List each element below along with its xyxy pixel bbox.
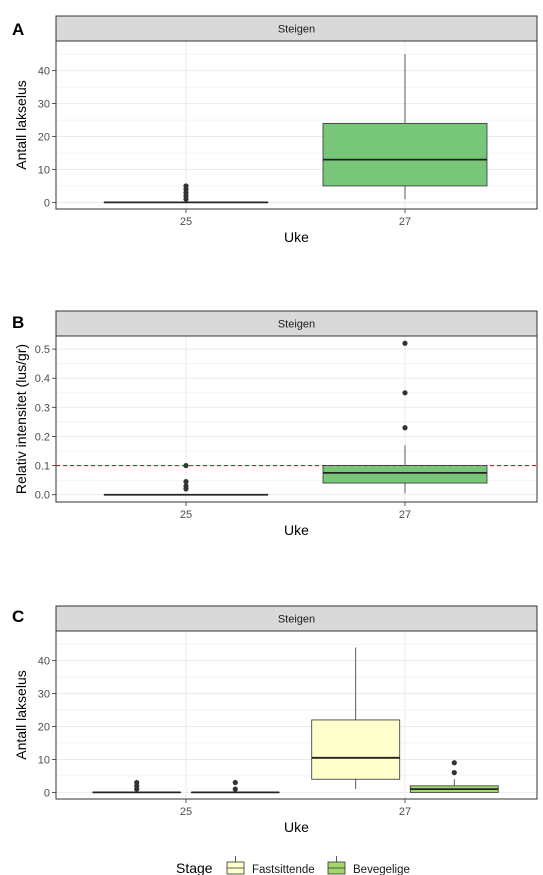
facet-strip (55, 310, 538, 337)
legend-label-fastsittende: Fastsittende (252, 864, 315, 875)
y-tick-label: 20 (38, 132, 50, 144)
y-tick-label: 0.3 (35, 402, 50, 414)
y-axis-title: Relativ intensitet (lus/gr) (13, 344, 29, 494)
x-tick-label: 25 (180, 216, 192, 228)
legend-title: Stage (176, 860, 213, 875)
outlier-point (183, 462, 189, 469)
box-25 (103, 462, 269, 496)
y-tick-label: 0 (44, 197, 50, 209)
y-tick-label: 20 (38, 722, 50, 734)
y-axis-title: Antall lakselus (13, 80, 29, 170)
box-body (311, 719, 401, 780)
x-axis-title: Uke (284, 522, 309, 538)
facet-strip-label: Steigen (278, 614, 315, 626)
y-tick-label: 40 (38, 66, 50, 78)
outlier-point (451, 760, 457, 766)
x-tick-label: 25 (180, 509, 192, 521)
outlier-point (183, 183, 189, 189)
outlier-point (134, 779, 140, 786)
outlier-point (232, 786, 238, 792)
box-body (322, 465, 488, 484)
box-25 (103, 183, 269, 204)
y-tick-label: 0.5 (35, 344, 50, 356)
legend: Stage Fastsittende Bevegelige (176, 856, 410, 875)
facet-strip (55, 15, 538, 42)
x-tick-label: 27 (399, 806, 411, 818)
legend-label-bevegelige: Bevegelige (353, 864, 410, 875)
x-axis-title: Uke (284, 819, 309, 835)
outlier-point (183, 479, 189, 485)
box-27-fastsittende (311, 647, 401, 790)
y-tick-label: 40 (38, 656, 50, 668)
y-axis-title: Antall lakselus (13, 670, 29, 760)
y-tick-label: 10 (38, 754, 50, 766)
panel-tag: B (12, 313, 24, 332)
x-axis-title: Uke (284, 229, 309, 245)
box-25-fastsittende (92, 779, 182, 794)
panel-b: Steigen B 0.0 0.1 0.2 0.3 0.4 0.5 25 27 Uke Relativ… (12, 310, 538, 538)
box-27 (322, 54, 488, 200)
box-27 (322, 340, 488, 494)
y-tick-label: 10 (38, 164, 50, 176)
facet-strip-label: Steigen (278, 24, 315, 36)
y-tick-label: 0.2 (35, 431, 50, 443)
y-tick-label: 30 (38, 689, 50, 701)
outlier-point (402, 340, 408, 346)
facet-strip-label: Steigen (278, 319, 315, 331)
y-tick-label: 0.0 (35, 490, 50, 502)
outlier-point (232, 779, 238, 786)
facet-strip (55, 605, 538, 632)
x-tick-label: 27 (399, 216, 411, 228)
y-tick-label: 30 (38, 99, 50, 111)
panel-a: Steigen A 0 10 20 30 40 25 27 Uke Antall lakselus (12, 15, 538, 245)
panel-tag: C (12, 607, 24, 626)
outlier-point (402, 425, 408, 431)
y-tick-label: 0.1 (35, 461, 50, 473)
outlier-point (183, 483, 189, 489)
y-tick-label: 0.4 (35, 373, 50, 385)
box-27-bevegelige (409, 760, 499, 793)
y-tick-label: 0 (44, 787, 50, 799)
panel-tag: A (12, 20, 24, 39)
x-tick-label: 25 (180, 806, 192, 818)
x-tick-label: 27 (399, 509, 411, 521)
outlier-point (451, 770, 457, 776)
plot-background (56, 631, 537, 799)
outlier-point (402, 390, 408, 396)
panel-c: Steigen C 0 10 20 30 40 25 27 Uke Antall lakselus (12, 605, 538, 835)
box-body (322, 122, 488, 187)
box-25-bevegelige (190, 779, 280, 794)
